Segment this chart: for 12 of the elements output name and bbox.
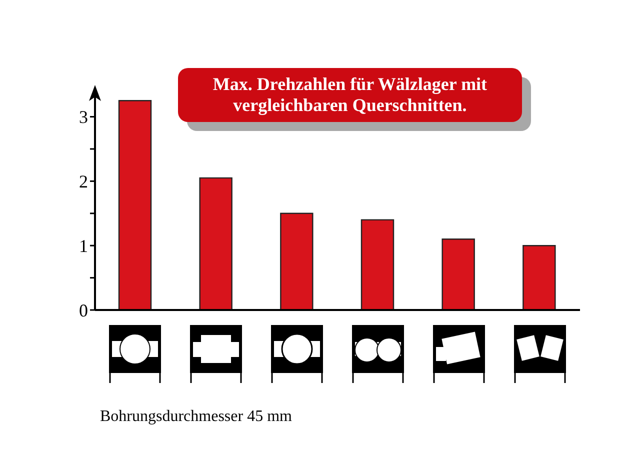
bar [199,177,232,310]
y-tick-label: 2 [79,172,88,192]
bar [360,219,394,310]
bar [522,244,556,310]
bar [118,100,152,310]
y-tick-label: 1 [79,236,88,256]
bar [442,238,475,310]
chart-title: Max. Drehzahlen für Wälzlager mit vergleichbaren Querschnitten. [212,74,488,116]
y-tick-label: 3 [79,107,88,128]
bar [280,212,314,310]
y-tick-label: 0 [79,300,88,320]
text: Bohrungsdurchmesser 45 mm [100,408,292,426]
